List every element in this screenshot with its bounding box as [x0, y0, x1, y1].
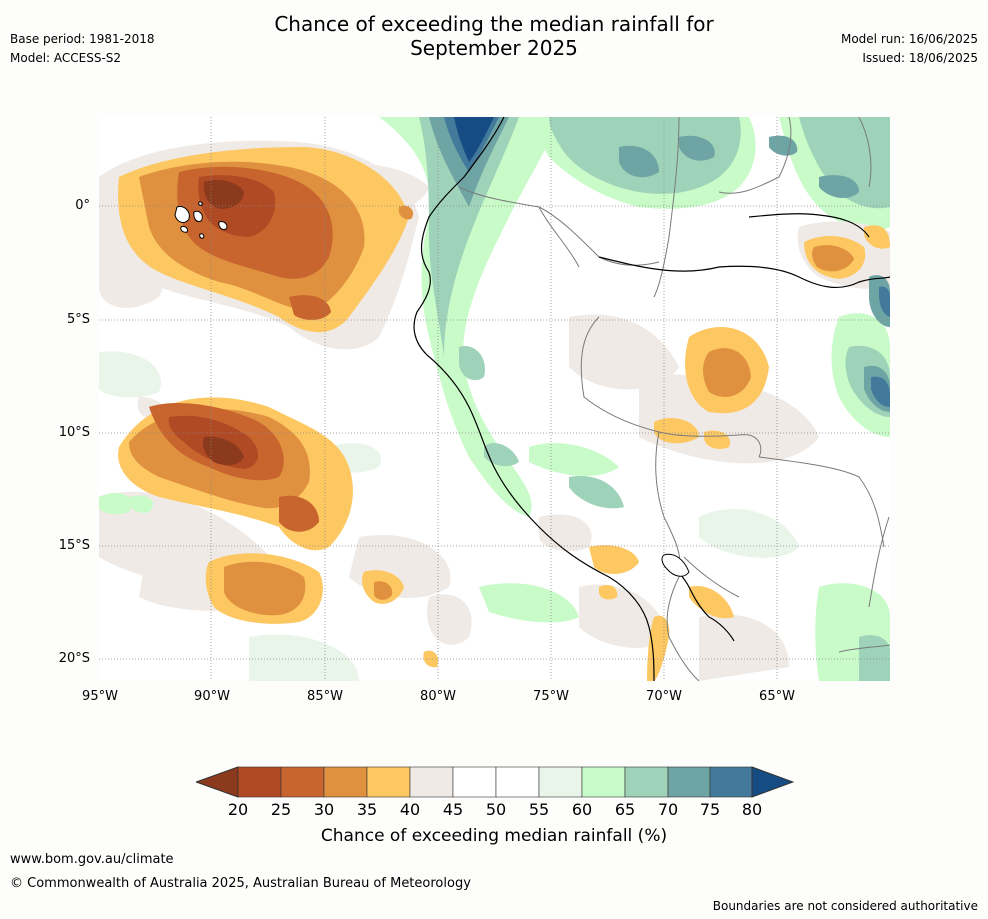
coastline	[413, 117, 890, 681]
colorbar-tick-60: 60	[571, 800, 593, 819]
colorbar-tick-50: 50	[485, 800, 507, 819]
footer-copyright: © Commonwealth of Australia 2025, Austra…	[10, 876, 471, 891]
model-run-text: Model run: 16/06/2025	[840, 32, 978, 46]
wet-region-coastal	[379, 117, 624, 517]
colorbar-high-arrow	[751, 766, 794, 798]
colorbar-tick-20: 20	[227, 800, 249, 819]
lat-label-20s: 20°S	[58, 651, 90, 666]
title-line-1: Chance of exceeding the median rainfall …	[274, 12, 714, 36]
lon-label-85w: 85°W	[307, 689, 343, 704]
colorbar-label: Chance of exceeding median rainfall (%)	[320, 826, 668, 846]
colorbar-tick-70: 70	[657, 800, 679, 819]
meta-left: Base period: 1981-2018 Model: ACCESS-S2	[10, 32, 155, 70]
colorbar-swatches	[237, 766, 753, 798]
colorbar-tick-75: 75	[699, 800, 721, 819]
colorbar-tick-55: 55	[528, 800, 550, 819]
background-shading	[99, 163, 819, 681]
colorbar-low-arrow	[196, 766, 239, 798]
base-period-text: Base period: 1981-2018	[10, 32, 155, 46]
lon-label-70w: 70°W	[646, 689, 682, 704]
lat-label-15s: 15°S	[58, 538, 90, 553]
meta-right: Model run: 16/06/2025 Issued: 18/06/2025	[841, 32, 978, 70]
colorbar-tick-35: 35	[356, 800, 378, 819]
colorbar	[196, 766, 794, 798]
galapagos-islands	[174, 201, 228, 239]
model-text: Model: ACCESS-S2	[10, 51, 122, 65]
dry-region-northwest	[99, 140, 419, 350]
colorbar-tick-65: 65	[614, 800, 636, 819]
graticule	[99, 117, 890, 681]
rainfall-map[interactable]	[99, 117, 890, 681]
lat-label-10s: 10°S	[58, 425, 90, 440]
lake-titicaca	[661, 553, 690, 577]
colorbar-tick-25: 25	[270, 800, 292, 819]
lon-label-65w: 65°W	[759, 689, 795, 704]
dry-region-southwest	[118, 397, 439, 668]
footer-url[interactable]: www.bom.gov.au/climate	[10, 852, 174, 867]
lon-label-75w: 75°W	[533, 689, 569, 704]
lon-label-80w: 80°W	[420, 689, 456, 704]
lat-label-0: 0°	[75, 198, 90, 213]
colorbar-tick-80: 80	[741, 800, 763, 819]
lon-label-90w: 90°W	[194, 689, 230, 704]
wet-region-east	[479, 275, 890, 681]
wet-region-north-central	[539, 117, 890, 231]
footer-boundary-note: Boundaries are not considered authoritat…	[712, 899, 978, 913]
dry-region-south-central	[589, 545, 734, 681]
lon-label-95w: 95°W	[82, 689, 118, 704]
colorbar-tick-45: 45	[442, 800, 464, 819]
issued-text: Issued: 18/06/2025	[862, 51, 978, 65]
chart-title: Chance of exceeding the median rainfall …	[190, 12, 798, 60]
title-line-2: September 2025	[410, 36, 578, 60]
colorbar-tick-40: 40	[399, 800, 421, 819]
colorbar-tick-30: 30	[313, 800, 335, 819]
lat-label-5s: 5°S	[66, 312, 90, 327]
dry-region-east	[654, 221, 890, 449]
